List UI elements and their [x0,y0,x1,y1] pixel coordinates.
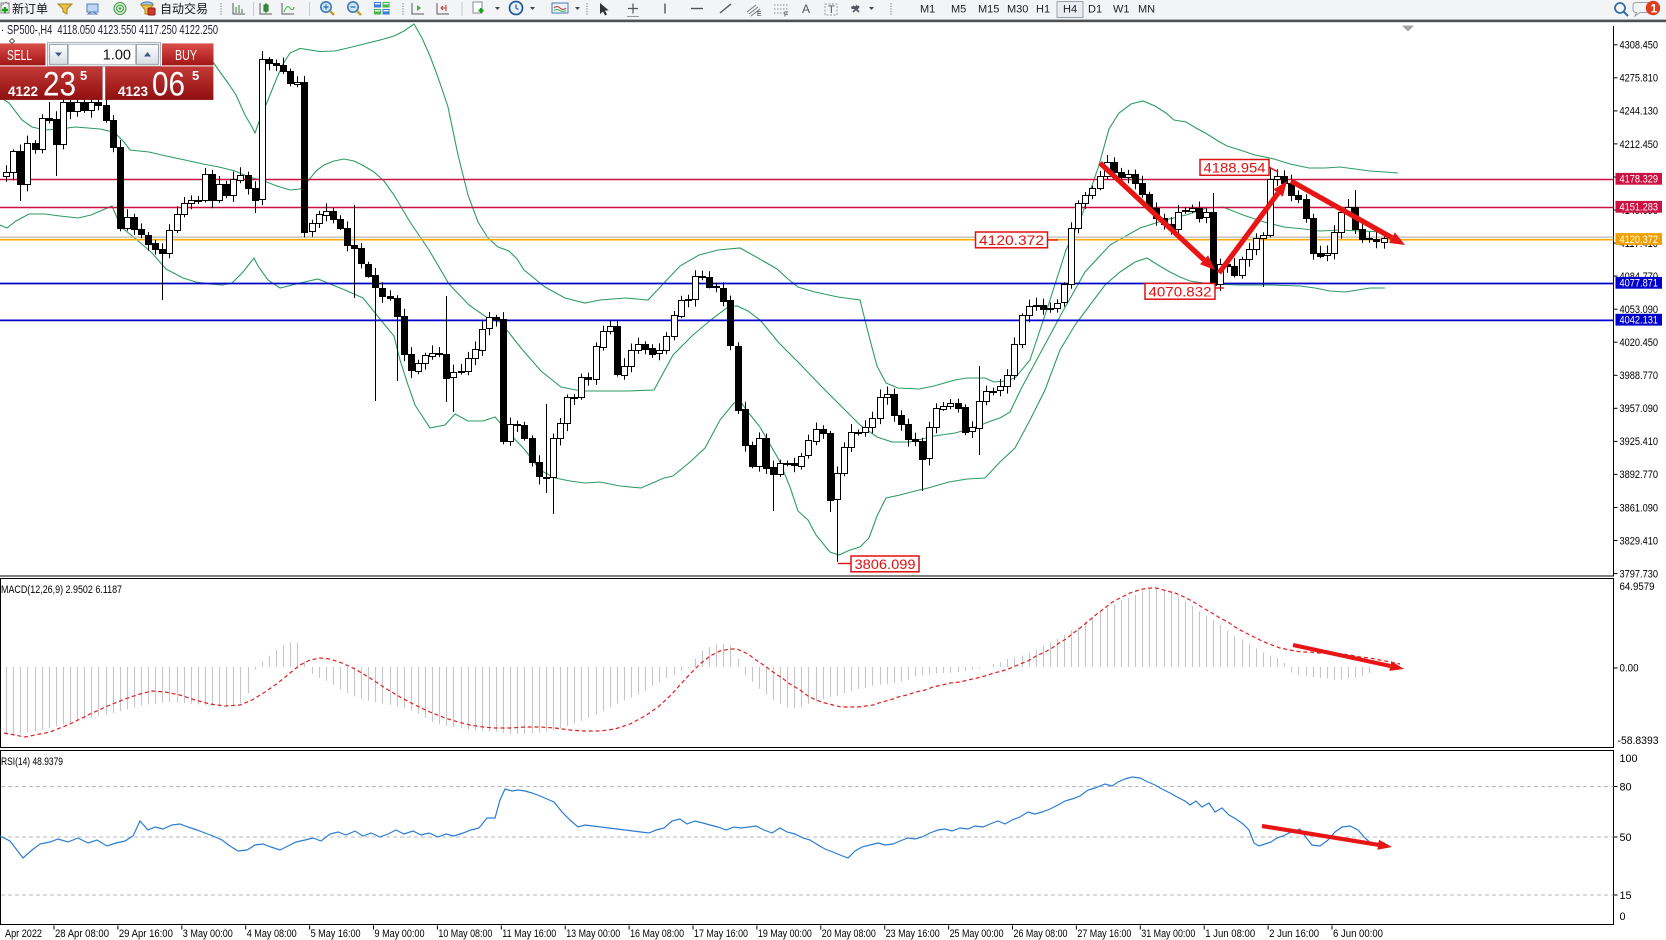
svg-text:T: T [828,4,835,16]
svg-text:RSI(14) 48.9379: RSI(14) 48.9379 [1,756,63,768]
svg-text:31 May 00:00: 31 May 00:00 [1141,928,1195,940]
svg-text:5 May 16:00: 5 May 16:00 [311,928,361,940]
svg-text:5: 5 [192,68,199,83]
svg-text:1 Jun 08:00: 1 Jun 08:00 [1205,928,1255,940]
svg-text:0: 0 [1620,911,1626,923]
svg-text:3829.410: 3829.410 [1620,535,1659,547]
svg-text:10 May 08:00: 10 May 08:00 [438,928,492,940]
svg-text:13 May 00:00: 13 May 00:00 [566,928,620,940]
svg-text:M30: M30 [1007,4,1028,16]
svg-text:4020.450: 4020.450 [1620,337,1659,349]
svg-text:4188.954: 4188.954 [1204,160,1266,176]
svg-text:4053.090: 4053.090 [1620,304,1659,316]
svg-text:4070.832: 4070.832 [1149,283,1212,299]
svg-text:4244.130: 4244.130 [1620,106,1659,118]
svg-text:23 May 16:00: 23 May 16:00 [886,928,940,940]
svg-text:11 May 16:00: 11 May 16:00 [502,928,556,940]
svg-text:3797.730: 3797.730 [1620,568,1659,580]
svg-text:Apr 2022: Apr 2022 [5,928,42,940]
svg-text:06: 06 [152,66,185,104]
svg-text:SELL: SELL [7,48,32,64]
svg-text:SP500-,H4 4118.050 4123.550 4: SP500-,H4 4118.050 4123.550 4117.250 412… [7,23,218,37]
svg-text:50: 50 [1620,832,1632,844]
svg-text:26 May 08:00: 26 May 08:00 [1014,928,1068,940]
svg-text:H1: H1 [1036,4,1050,16]
svg-text:27 May 16:00: 27 May 16:00 [1077,928,1131,940]
svg-text:D1: D1 [1088,4,1102,16]
svg-text:4308.450: 4308.450 [1620,40,1659,52]
svg-text:64.9579: 64.9579 [1620,581,1655,593]
svg-text:20 May 08:00: 20 May 08:00 [822,928,876,940]
svg-text:4212.450: 4212.450 [1620,139,1659,151]
svg-text:4 May 08:00: 4 May 08:00 [247,928,297,940]
svg-text:16 May 08:00: 16 May 08:00 [630,928,684,940]
svg-text:M1: M1 [920,4,935,16]
svg-text:9 May 00:00: 9 May 00:00 [375,928,425,940]
svg-text:28 Apr 08:00: 28 Apr 08:00 [55,928,109,940]
svg-text:6 Jun 00:00: 6 Jun 00:00 [1333,928,1383,940]
svg-text:MN: MN [1138,4,1155,16]
svg-text:3925.410: 3925.410 [1620,436,1659,448]
svg-text:4120.372: 4120.372 [979,232,1044,248]
svg-text:4122: 4122 [8,84,38,99]
svg-text:H4: H4 [1063,4,1077,16]
svg-text:4120.372: 4120.372 [1620,234,1659,246]
svg-text:4178.329: 4178.329 [1620,174,1659,186]
svg-text:4042.131: 4042.131 [1620,315,1659,327]
svg-text:1: 1 [1651,1,1658,15]
svg-text:100: 100 [1620,753,1638,765]
svg-text:4275.810: 4275.810 [1620,73,1659,85]
svg-text:A: A [802,2,810,16]
svg-text:80: 80 [1620,781,1632,793]
svg-text:3957.090: 3957.090 [1620,403,1659,415]
svg-text:.: . [1,22,4,34]
svg-text:25 May 00:00: 25 May 00:00 [950,928,1004,940]
svg-text:3806.099: 3806.099 [855,556,916,572]
svg-text:新订单: 新订单 [12,1,48,16]
svg-text:5: 5 [80,68,87,83]
svg-text:BUY: BUY [175,48,197,64]
svg-text:1.00: 1.00 [103,48,131,64]
svg-text:19 May 00:00: 19 May 00:00 [758,928,812,940]
svg-text:23: 23 [43,66,76,104]
svg-text:3 May 00:00: 3 May 00:00 [183,928,233,940]
svg-text:0.00: 0.00 [1620,663,1639,675]
svg-text:15: 15 [1620,890,1632,902]
svg-text:3988.770: 3988.770 [1620,370,1659,382]
svg-text:17 May 16:00: 17 May 16:00 [694,928,748,940]
svg-text:W1: W1 [1113,4,1130,16]
svg-text:E: E [757,11,762,18]
svg-text:自动交易: 自动交易 [160,1,208,16]
svg-text:4077.871: 4077.871 [1620,278,1659,290]
svg-text:2 Jun 16:00: 2 Jun 16:00 [1269,928,1319,940]
svg-text:3861.090: 3861.090 [1620,502,1659,514]
svg-text:29 Apr 16:00: 29 Apr 16:00 [119,928,173,940]
svg-text:4151.283: 4151.283 [1620,202,1659,214]
svg-text:M5: M5 [951,4,966,16]
svg-text:-58.8393: -58.8393 [1618,735,1659,747]
svg-text:4123: 4123 [118,84,148,99]
svg-text:M15: M15 [978,4,999,16]
svg-text:MACD(12,26,9) 2.9502 6.1187: MACD(12,26,9) 2.9502 6.1187 [1,584,122,596]
svg-text:3892.770: 3892.770 [1620,469,1659,481]
svg-text:F: F [784,12,788,19]
